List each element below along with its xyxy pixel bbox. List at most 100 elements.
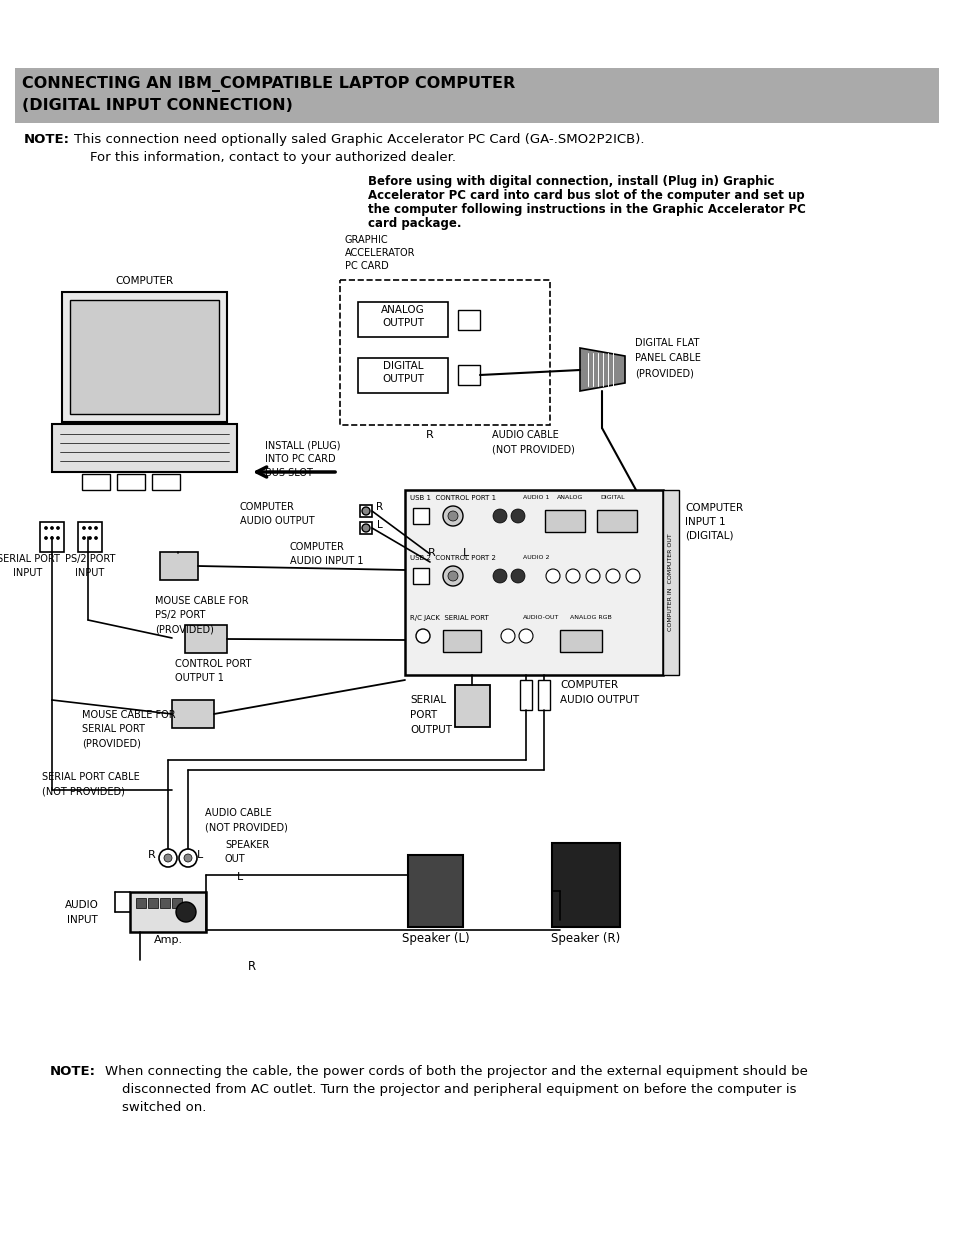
Circle shape [89, 526, 91, 530]
Text: INPUT: INPUT [67, 915, 97, 925]
Text: DIGITAL: DIGITAL [382, 361, 423, 370]
Text: MOUSE CABLE FOR: MOUSE CABLE FOR [82, 710, 175, 720]
Text: (DIGITAL): (DIGITAL) [684, 531, 733, 541]
Text: BUS SLOT: BUS SLOT [265, 468, 313, 478]
Bar [52, 424, 236, 472]
Bar [15, 68, 938, 124]
Bar [559, 630, 601, 652]
Text: DIGITAL FLAT: DIGITAL FLAT [635, 338, 699, 348]
Text: AUDIO CABLE: AUDIO CABLE [492, 430, 558, 440]
Bar [359, 522, 372, 534]
Circle shape [500, 629, 515, 643]
Text: PS/2 PORT: PS/2 PORT [65, 555, 115, 564]
Circle shape [56, 536, 59, 540]
Circle shape [416, 629, 430, 643]
Circle shape [82, 526, 86, 530]
Text: Accelerator PC card into card bus slot of the computer and set up: Accelerator PC card into card bus slot o… [368, 189, 803, 203]
Bar [537, 680, 550, 710]
Circle shape [511, 569, 524, 583]
Circle shape [493, 569, 506, 583]
Text: For this information, contact to your authorized dealer.: For this information, contact to your au… [90, 151, 456, 164]
Text: SERIAL PORT: SERIAL PORT [0, 555, 59, 564]
Text: GRAPHIC: GRAPHIC [345, 235, 388, 245]
Text: R/C JACK  SERIAL PORT: R/C JACK SERIAL PORT [410, 615, 488, 621]
Text: Amp.: Amp. [153, 935, 182, 945]
Text: SERIAL: SERIAL [410, 695, 446, 705]
Bar [357, 303, 448, 337]
Text: OUTPUT: OUTPUT [381, 317, 423, 329]
Text: AUDIO OUTPUT: AUDIO OUTPUT [240, 516, 314, 526]
Text: (NOT PROVIDED): (NOT PROVIDED) [492, 445, 575, 454]
Text: COMPUTER: COMPUTER [290, 542, 345, 552]
Circle shape [175, 902, 195, 923]
Text: INPUT: INPUT [75, 568, 105, 578]
Bar [62, 291, 227, 422]
Bar [339, 280, 550, 425]
Circle shape [51, 536, 53, 540]
Text: COMPUTER: COMPUTER [240, 501, 294, 513]
Text: (DIGITAL INPUT CONNECTION): (DIGITAL INPUT CONNECTION) [22, 98, 293, 112]
Text: INPUT: INPUT [13, 568, 43, 578]
Text: ANALOG RGB: ANALOG RGB [569, 615, 611, 620]
Circle shape [585, 569, 599, 583]
Bar [457, 310, 479, 330]
Circle shape [184, 853, 192, 862]
Circle shape [448, 571, 457, 580]
Text: MOUSE CABLE FOR: MOUSE CABLE FOR [154, 597, 249, 606]
Text: INSTALL (PLUG): INSTALL (PLUG) [265, 440, 340, 450]
Circle shape [56, 526, 59, 530]
Bar [136, 898, 146, 908]
Bar [662, 490, 679, 676]
Circle shape [94, 536, 97, 540]
Text: INTO PC CARD: INTO PC CARD [265, 454, 335, 464]
Circle shape [565, 569, 579, 583]
Text: NOTE:: NOTE: [24, 133, 70, 146]
Circle shape [625, 569, 639, 583]
Bar [413, 568, 429, 584]
Text: Speaker (R): Speaker (R) [551, 932, 620, 945]
Text: AUDIO INPUT 1: AUDIO INPUT 1 [290, 556, 363, 566]
Text: (PROVIDED): (PROVIDED) [635, 368, 693, 378]
Bar [160, 552, 198, 580]
Text: COMPUTER: COMPUTER [114, 275, 172, 287]
Bar [405, 490, 662, 676]
Bar [148, 898, 158, 908]
Text: COMPUTER IN  COMPUTER OUT: COMPUTER IN COMPUTER OUT [668, 534, 673, 631]
Text: R: R [248, 960, 255, 973]
Circle shape [511, 509, 524, 522]
Bar [40, 522, 64, 552]
Text: L: L [376, 520, 382, 530]
Bar [172, 700, 213, 727]
Text: AUDIO 2: AUDIO 2 [522, 555, 549, 559]
Circle shape [159, 848, 177, 867]
Circle shape [89, 536, 91, 540]
Text: card package.: card package. [368, 217, 461, 230]
Text: (PROVIDED): (PROVIDED) [154, 624, 213, 634]
Text: Before using with digital connection, install (Plug in) Graphic: Before using with digital connection, in… [368, 175, 774, 188]
Circle shape [448, 511, 457, 521]
Text: USB 1  CONTROL PORT 1: USB 1 CONTROL PORT 1 [410, 495, 496, 501]
Bar [160, 898, 170, 908]
Bar [408, 855, 462, 927]
Bar [413, 508, 429, 524]
Bar [544, 510, 584, 532]
Text: OUTPUT: OUTPUT [410, 725, 452, 735]
Circle shape [45, 526, 48, 530]
Bar [442, 630, 480, 652]
Text: PC CARD: PC CARD [345, 261, 388, 270]
Text: PANEL CABLE: PANEL CABLE [635, 353, 700, 363]
Circle shape [442, 506, 462, 526]
Text: This connection need optionally saled Graphic Accelerator PC Card (GA-.SMO2P2ICB: This connection need optionally saled Gr… [74, 133, 644, 146]
Text: (PROVIDED): (PROVIDED) [82, 739, 141, 748]
Text: USB 2  CONTROL PORT 2: USB 2 CONTROL PORT 2 [410, 555, 496, 561]
Bar [519, 680, 532, 710]
Circle shape [51, 526, 53, 530]
Circle shape [442, 566, 462, 585]
Text: AUDIO CABLE: AUDIO CABLE [205, 808, 272, 818]
Text: OUTPUT 1: OUTPUT 1 [174, 673, 224, 683]
Circle shape [545, 569, 559, 583]
Bar [117, 474, 145, 490]
Text: ANALOG: ANALOG [557, 495, 583, 500]
Bar [70, 300, 219, 414]
Text: L: L [236, 872, 243, 882]
